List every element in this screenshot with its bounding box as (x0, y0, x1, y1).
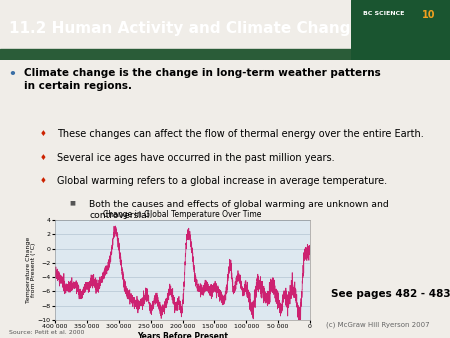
Text: Source: Petit et al. 2000: Source: Petit et al. 2000 (9, 330, 85, 335)
Text: Both the causes and effects of global warming are unknown and
controversial.: Both the causes and effects of global wa… (89, 200, 389, 220)
Text: •: • (8, 68, 16, 81)
Text: These changes can affect the flow of thermal energy over the entire Earth.: These changes can affect the flow of the… (58, 129, 424, 139)
Text: (c) McGraw Hill Ryerson 2007: (c) McGraw Hill Ryerson 2007 (326, 321, 430, 328)
Bar (0, 49, 351, 60)
Text: 11.2 Human Activity and Climate Change: 11.2 Human Activity and Climate Change (9, 21, 360, 36)
Text: BC SCIENCE: BC SCIENCE (363, 11, 404, 16)
X-axis label: Years Before Present: Years Before Present (137, 332, 228, 338)
Y-axis label: Temperature Change
from Present (°C): Temperature Change from Present (°C) (26, 237, 36, 303)
Text: ♦: ♦ (40, 129, 46, 138)
Text: See pages 482 - 483: See pages 482 - 483 (331, 289, 450, 299)
Text: ■: ■ (69, 200, 75, 205)
Text: 10: 10 (422, 10, 436, 20)
Title: Change in Global Temperature Over Time: Change in Global Temperature Over Time (104, 210, 262, 219)
Text: ♦: ♦ (40, 153, 46, 162)
Text: Climate change is the change in long-term weather patterns
in certain regions.: Climate change is the change in long-ter… (24, 68, 381, 91)
Text: Global warming refers to a global increase in average temperature.: Global warming refers to a global increa… (58, 176, 387, 187)
Text: Several ice ages have occurred in the past million years.: Several ice ages have occurred in the pa… (58, 153, 335, 163)
Text: ♦: ♦ (40, 176, 46, 186)
